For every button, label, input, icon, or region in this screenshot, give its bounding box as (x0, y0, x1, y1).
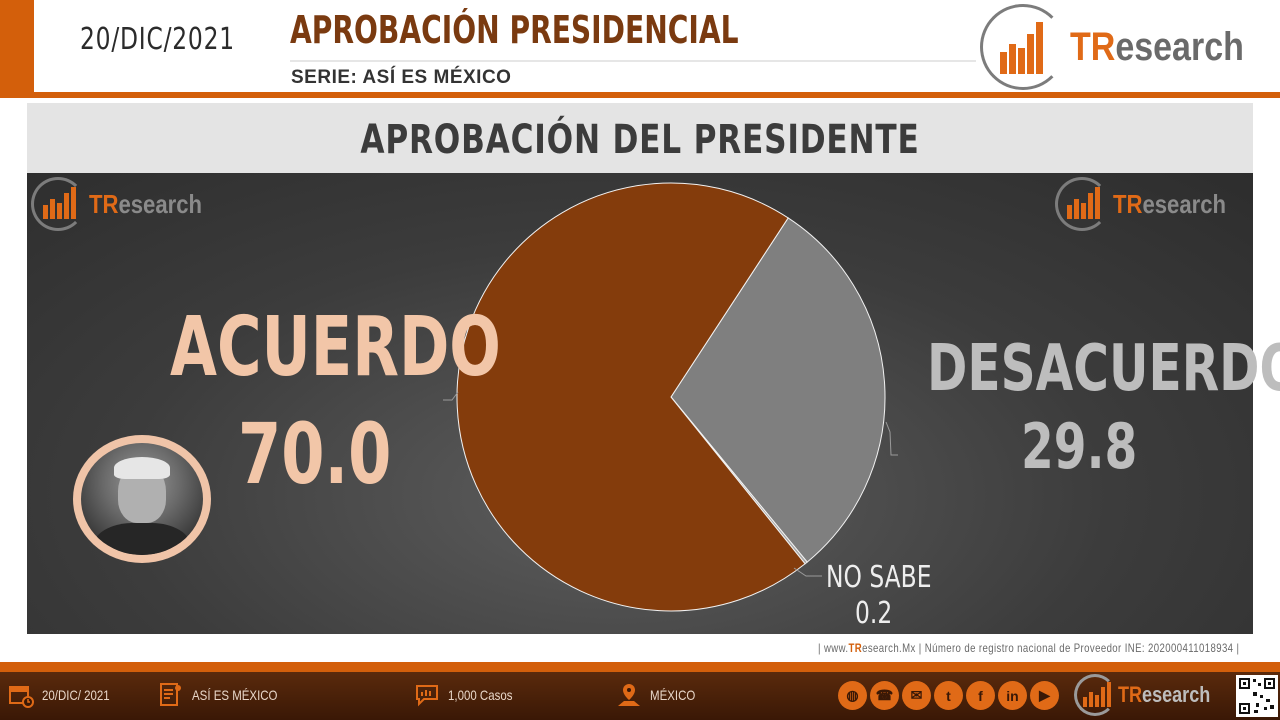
no-sabe-label: NO SABE (826, 560, 932, 595)
provider-registration-note: | www.TResearch.Mx | Número de registro … (818, 641, 1239, 655)
note-prefix: | www. (818, 641, 849, 655)
footer-divider (0, 662, 1280, 672)
linkedin-icon[interactable]: in (998, 681, 1027, 710)
page-title: APROBACIÓN PRESIDENCIAL (290, 8, 739, 52)
footer-bar (0, 672, 1280, 720)
logo-text-rest: esearch (1115, 24, 1244, 69)
footer-place-item: MÉXICO (616, 682, 705, 708)
watermark-text-rest: esearch (118, 188, 203, 219)
footer-logo: TResearch (1074, 674, 1231, 716)
no-sabe-value: 0.2 (855, 596, 893, 631)
watermark-logo-right: TResearch (1055, 177, 1246, 231)
footer-series-item: ASÍ ES MÉXICO (158, 682, 296, 708)
watermark-ring-icon (31, 177, 85, 231)
acuerdo-label: ACUERDO (170, 300, 501, 395)
desacuerdo-value: 29.8 (1021, 410, 1138, 483)
watermark-logo-left: TResearch (31, 177, 222, 231)
desacuerdo-label: DESACUERDO (927, 332, 1280, 406)
footer-cases: 1,000 Casos (448, 687, 513, 703)
survey-icon (160, 683, 181, 706)
header-divider (0, 92, 1280, 98)
tresearch-logo: TResearch (980, 4, 1275, 90)
logo-text-tr: TR (1070, 24, 1116, 69)
logo-ring-icon (980, 4, 1066, 90)
footer-logo-ring-icon (1074, 674, 1116, 716)
president-avatar (73, 435, 211, 563)
series-subtitle: SERIE: ASÍ ES MÉXICO (291, 67, 512, 88)
youtube-icon[interactable]: ▶ (1030, 681, 1059, 710)
map-icon (618, 684, 640, 706)
header-accent-strip (0, 0, 34, 98)
watermark-bars-icon (1067, 187, 1100, 219)
footer-date-item: 20/DIC/ 2021 (8, 682, 125, 708)
watermark-text-tr: TR (1113, 188, 1143, 219)
qr-code-icon (1236, 675, 1278, 717)
chart-title: APROBACIÓN DEL PRESIDENTE (360, 117, 920, 163)
watermark-text-tr: TR (89, 188, 119, 219)
facebook-icon[interactable]: f (966, 681, 995, 710)
footer-date: 20/DIC/ 2021 (42, 687, 110, 703)
phone-icon[interactable]: ☎ (870, 681, 899, 710)
footer-series: ASÍ ES MÉXICO (192, 687, 278, 703)
footer-cases-item: 1,000 Casos (414, 682, 527, 708)
note-rest: esearch.Mx | Número de registro nacional… (862, 641, 1240, 655)
footer-logo-rest: esearch (1142, 682, 1211, 707)
footer-place: MÉXICO (650, 687, 696, 703)
social-links: ◍ ☎ ✉ t f in ▶ (838, 681, 1059, 710)
footer-logo-tr: TR (1118, 682, 1143, 707)
watermark-text-rest: esearch (1142, 188, 1227, 219)
calendar-icon (9, 686, 34, 708)
watermark-ring-icon (1055, 177, 1109, 231)
chat-icon (416, 685, 438, 707)
mail-icon[interactable]: ✉ (902, 681, 931, 710)
header-date: 20/DIC/2021 (80, 22, 235, 57)
chart-title-bar: APROBACIÓN DEL PRESIDENTE (27, 103, 1253, 173)
note-tr: TR (848, 641, 863, 655)
logo-bars-icon (1000, 22, 1043, 74)
footer-logo-bars-icon (1083, 682, 1111, 707)
acuerdo-value: 70.0 (238, 405, 392, 503)
watermark-bars-icon (43, 187, 76, 219)
twitter-icon[interactable]: t (934, 681, 963, 710)
web-icon[interactable]: ◍ (838, 681, 867, 710)
title-divider (290, 60, 976, 62)
